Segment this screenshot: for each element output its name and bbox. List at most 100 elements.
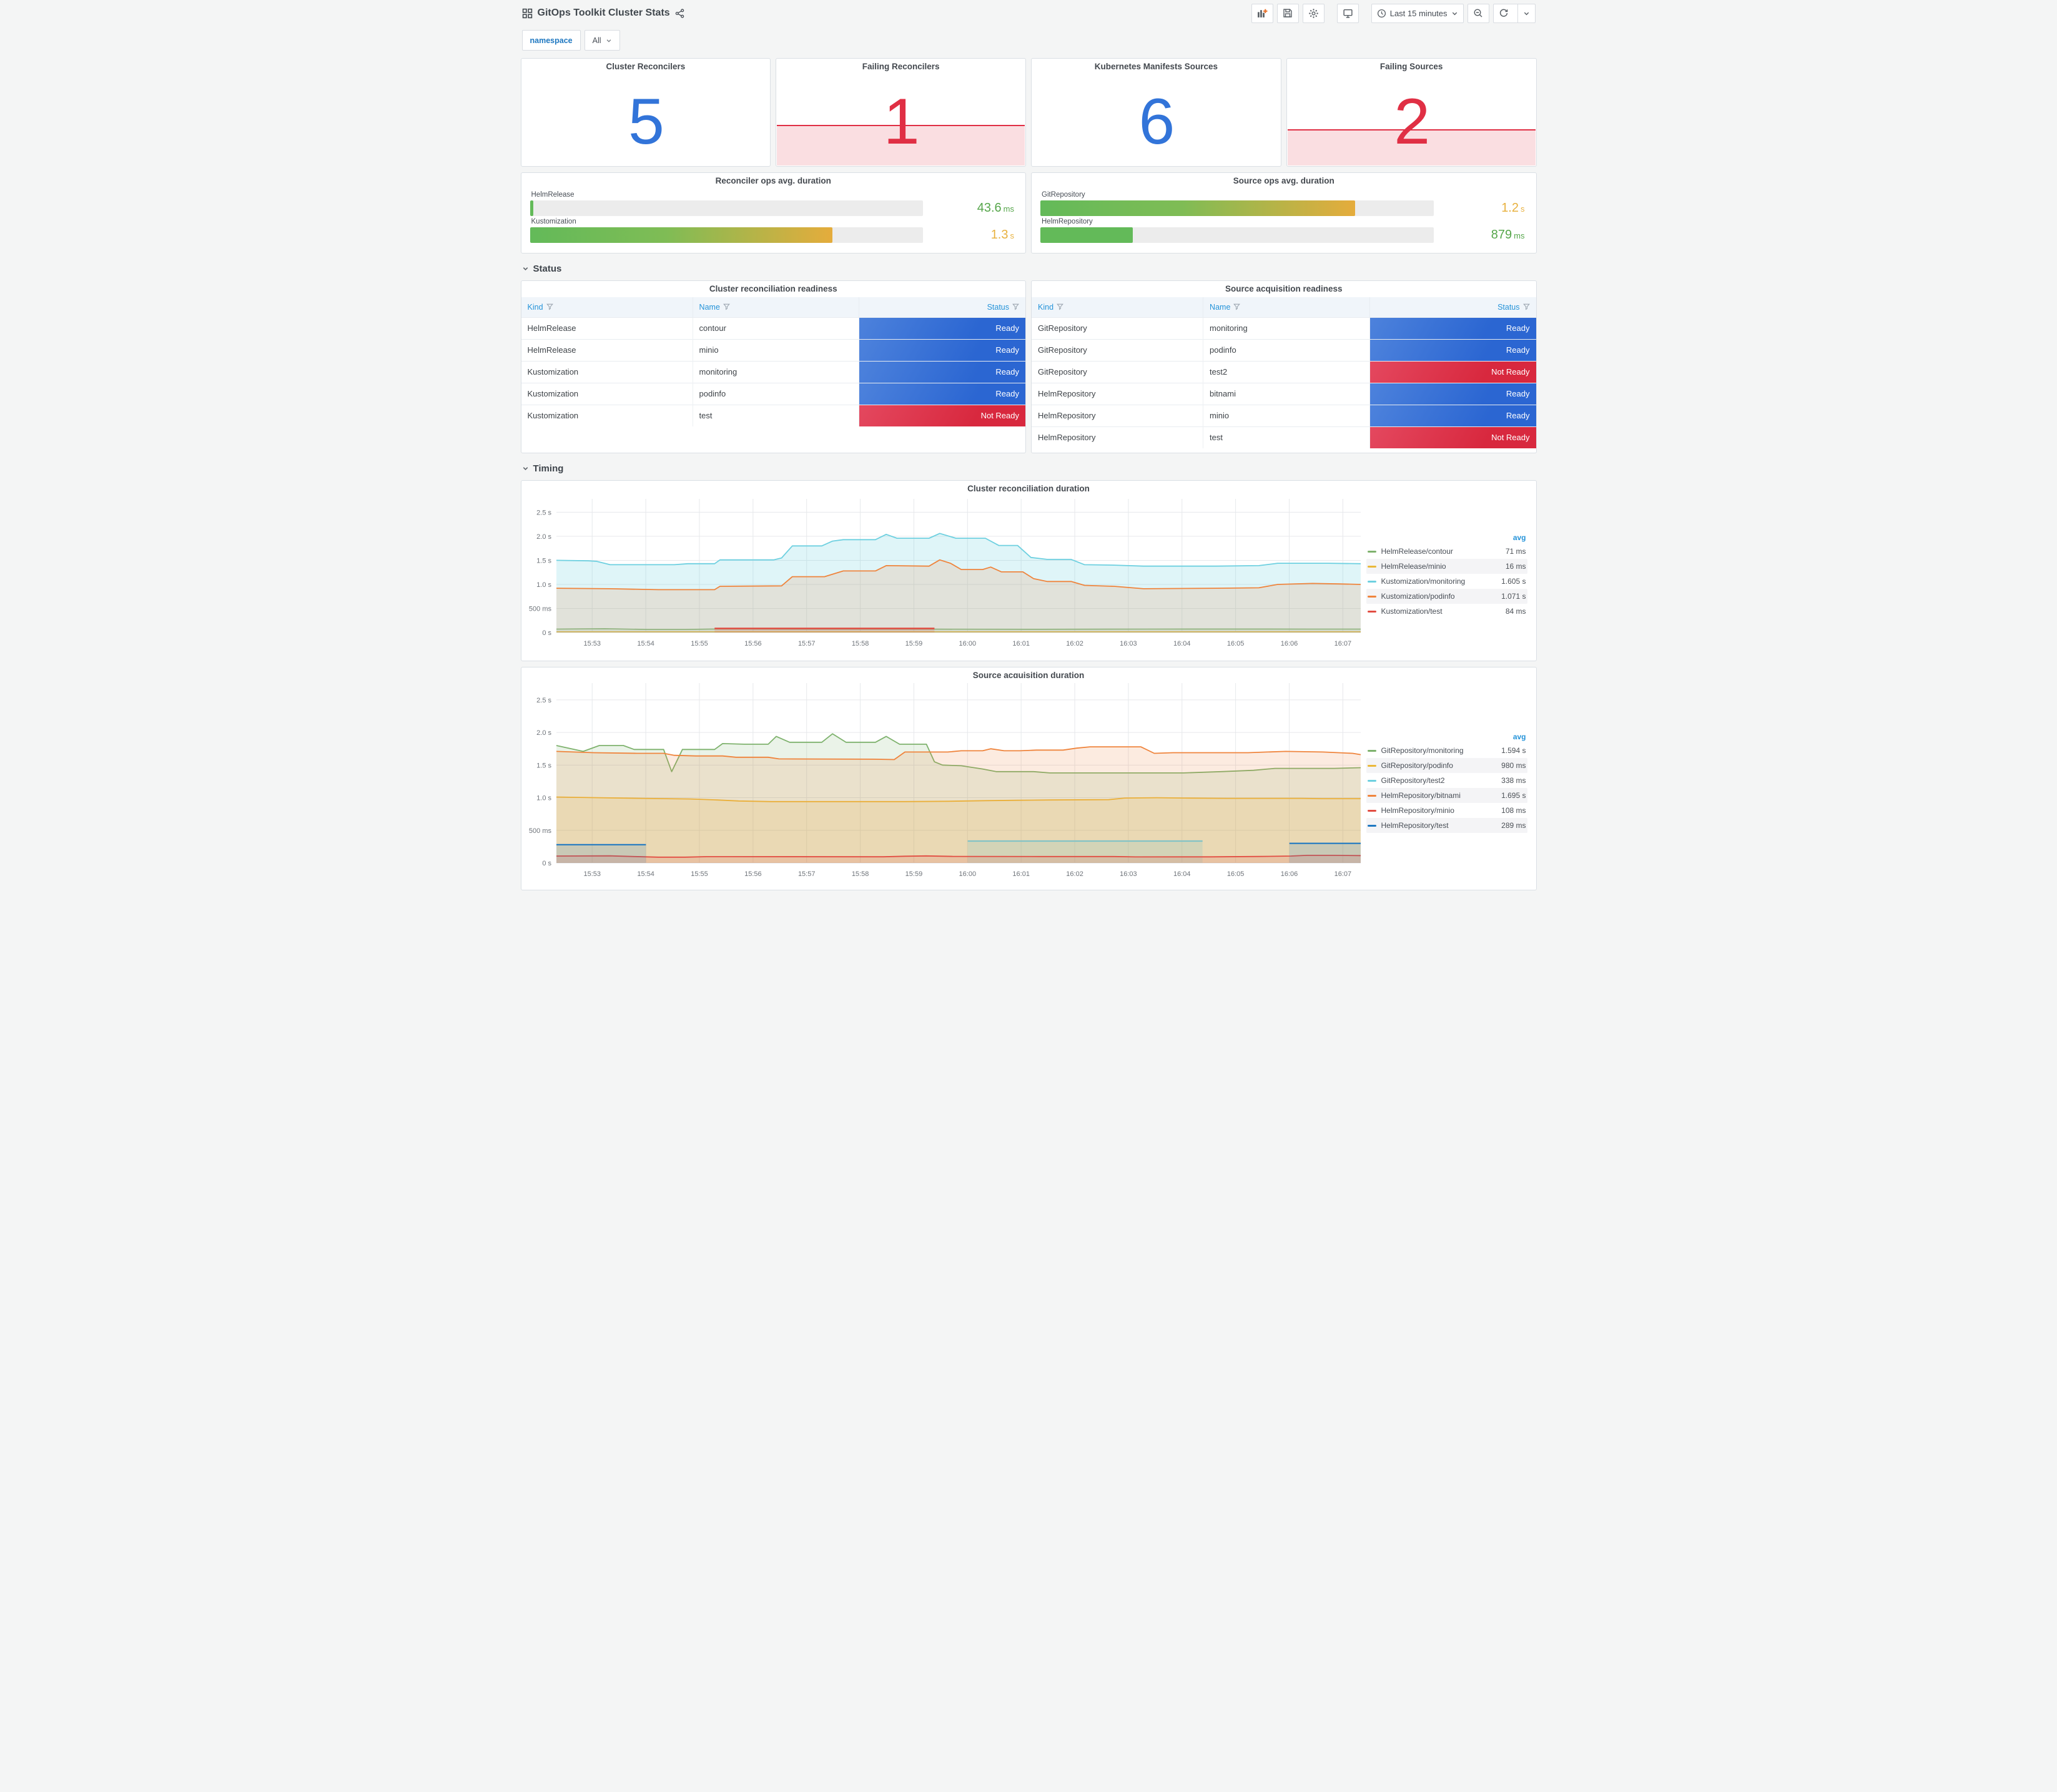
status-tables-row: Cluster reconciliation readiness Kind Name… — [520, 280, 1537, 453]
column-header-name[interactable]: Name — [1203, 297, 1370, 317]
stat-panel-cluster-reconcilers: Cluster Reconcilers 5 — [520, 58, 771, 167]
table-panel-1: Source acquisition readiness Kind Name Stat… — [1031, 280, 1537, 453]
legend-series-name[interactable]: Kustomization/podinfo — [1381, 592, 1455, 601]
status-badge: Ready — [1369, 339, 1536, 361]
chevron-down-icon — [1452, 12, 1457, 15]
column-header-kind[interactable]: Kind — [521, 297, 693, 317]
legend-series-name[interactable]: GitRepository/monitoring — [1381, 746, 1464, 755]
stat-body: 1 — [777, 75, 1025, 165]
table-row: GitRepository monitoring Ready — [1032, 317, 1536, 339]
table-row: Kustomization podinfo Ready — [521, 382, 1025, 405]
table-row: HelmRelease minio Ready — [521, 338, 1025, 361]
panel-title[interactable]: Cluster reconciliation readiness — [709, 284, 837, 293]
panel-title[interactable]: Failing Reconcilers — [862, 62, 940, 71]
cluster-reconciliation-duration-plot[interactable]: 0 s 500 ms 1.0 s 1.5 s 2.0 s 2.5 s 15:53 15:54 1… — [521, 494, 1366, 661]
legend-row: GitRepository/monitoring 1.594 s — [1366, 743, 1527, 758]
section-status[interactable]: Status — [522, 259, 1536, 278]
svg-text:500 ms: 500 ms — [528, 827, 551, 835]
stat-value: 5 — [628, 86, 664, 158]
filter-icon[interactable] — [1057, 303, 1063, 310]
legend-series-name[interactable]: GitRepository/test2 — [1381, 776, 1445, 785]
filter-icon[interactable] — [546, 303, 553, 310]
panel-title[interactable]: Source acquisition readiness — [1225, 284, 1343, 293]
add-panel-button[interactable] — [1251, 3, 1273, 23]
cell-kind: HelmRepository — [1032, 404, 1204, 426]
refresh-button-group — [1492, 3, 1536, 23]
legend-series-name[interactable]: HelmRelease/contour — [1381, 547, 1453, 556]
cell-kind: HelmRepository — [1032, 426, 1204, 448]
column-header-kind[interactable]: Kind — [1032, 297, 1204, 317]
panel-title[interactable]: Cluster reconciliation duration — [967, 484, 1090, 493]
filter-icon[interactable] — [1522, 303, 1530, 310]
panel-title[interactable]: Source ops avg. duration — [1233, 176, 1334, 185]
cell-name: minio — [693, 338, 860, 361]
stat-sparkline-area — [1287, 129, 1536, 165]
column-header-label: Kind — [527, 302, 543, 312]
toolbar: Last 15 minutes — [1251, 3, 1536, 23]
panel-title[interactable]: Failing Sources — [1379, 62, 1443, 71]
svg-text:16:05: 16:05 — [1226, 640, 1244, 647]
variable-namespace-label[interactable]: namespace — [521, 30, 581, 51]
column-header-status[interactable]: Status — [1369, 297, 1536, 317]
svg-text:16:02: 16:02 — [1066, 870, 1083, 878]
panel-title[interactable]: Source acquisition duration — [972, 671, 1085, 678]
source-acquisition-duration-plot[interactable]: 0 s 500 ms 1.0 s 1.5 s 2.0 s 2.5 s 15:53 15:54 1… — [521, 678, 1366, 890]
legend-series-name[interactable]: HelmRepository/bitnami — [1381, 791, 1461, 800]
cell-name: minio — [1203, 404, 1370, 426]
legend-series-swatch — [1367, 580, 1376, 583]
column-header-status[interactable]: Status — [859, 297, 1025, 317]
monitor-icon — [1343, 9, 1353, 18]
gauge-fill — [1040, 200, 1355, 216]
refresh-interval-dropdown[interactable] — [1517, 4, 1535, 22]
zoom-out-icon — [1474, 9, 1482, 17]
cycle-view-mode-button[interactable] — [1336, 3, 1359, 23]
legend-series-name[interactable]: Kustomization/monitoring — [1381, 577, 1466, 586]
filter-icon[interactable] — [1012, 303, 1019, 310]
legend-series-name[interactable]: HelmRelease/minio — [1381, 562, 1446, 571]
svg-text:15:56: 15:56 — [744, 870, 762, 878]
svg-text:1.5 s: 1.5 s — [536, 557, 551, 564]
legend-avg-header[interactable]: avg — [1512, 732, 1526, 741]
panel-title[interactable]: Reconciler ops avg. duration — [715, 176, 831, 185]
readiness-table: Kind Name Status HelmRelease contour Ready Hel… — [521, 297, 1025, 426]
legend-row: HelmRelease/contour 71 ms — [1366, 544, 1527, 559]
column-header-name[interactable]: Name — [693, 297, 860, 317]
zoom-out-button[interactable] — [1467, 3, 1489, 23]
filter-icon[interactable] — [723, 303, 730, 310]
time-range-picker[interactable]: Last 15 minutes — [1371, 3, 1464, 23]
section-timing[interactable]: Timing — [522, 459, 1536, 478]
share-icon[interactable] — [675, 8, 684, 18]
legend-row: Kustomization/test 84 ms — [1366, 604, 1527, 619]
legend-series-name[interactable]: Kustomization/test — [1381, 607, 1443, 616]
dashboard-settings-button[interactable] — [1302, 3, 1324, 23]
status-badge: Not Ready — [859, 405, 1025, 426]
cell-status: Ready — [859, 317, 1025, 339]
column-header-label: Name — [699, 302, 720, 312]
status-badge: Ready — [1369, 405, 1536, 426]
cell-name: test — [1203, 426, 1370, 448]
legend-series-name[interactable]: HelmRepository/test — [1381, 821, 1449, 830]
cell-name: test — [693, 404, 860, 426]
svg-text:2.5 s: 2.5 s — [536, 697, 551, 704]
save-dashboard-button[interactable] — [1276, 3, 1299, 23]
legend-series-name[interactable]: HelmRepository/minio — [1381, 806, 1454, 815]
column-header-label: Status — [987, 302, 1009, 312]
panel-title[interactable]: Kubernetes Manifests Sources — [1094, 62, 1218, 71]
legend-row: HelmRepository/bitnami 1.695 s — [1366, 788, 1527, 803]
legend-series-swatch — [1367, 610, 1376, 613]
legend-series-name[interactable]: GitRepository/podinfo — [1381, 761, 1453, 770]
filter-icon[interactable] — [1233, 303, 1241, 310]
variable-namespace-value-dropdown[interactable]: All — [584, 30, 620, 51]
cell-status: Ready — [1369, 338, 1536, 361]
chevron-down-icon — [606, 39, 611, 42]
svg-text:15:57: 15:57 — [797, 640, 815, 647]
gauge-value-number: 1.3 — [990, 228, 1009, 242]
gauge-value-number: 1.2 — [1501, 201, 1519, 215]
refresh-button[interactable] — [1494, 4, 1514, 22]
svg-text:16:01: 16:01 — [1012, 870, 1030, 878]
svg-text:16:06: 16:06 — [1280, 640, 1298, 647]
panel-title[interactable]: Cluster Reconcilers — [606, 62, 686, 71]
legend-avg-header[interactable]: avg — [1512, 533, 1526, 542]
svg-text:15:54: 15:54 — [637, 870, 654, 878]
table-panel-0: Cluster reconciliation readiness Kind Name… — [520, 280, 1026, 453]
